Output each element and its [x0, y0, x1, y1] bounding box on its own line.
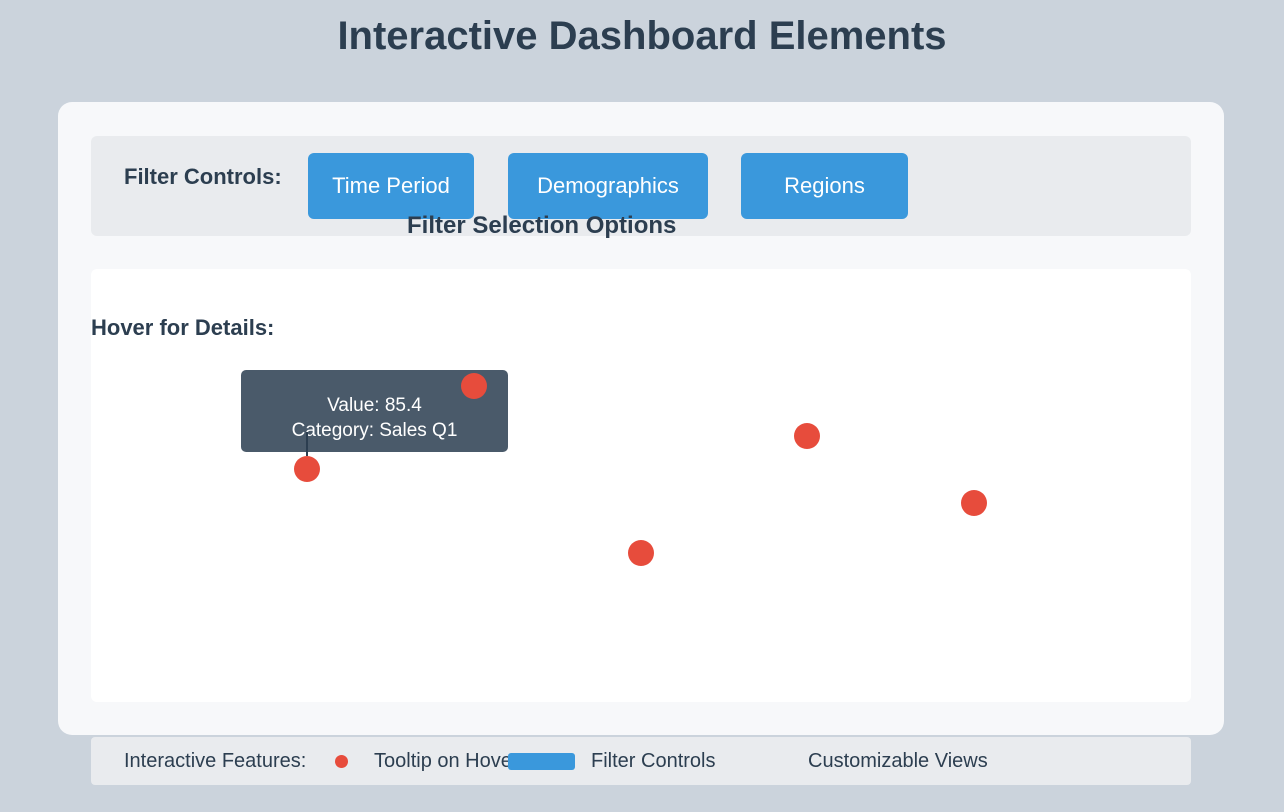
data-point[interactable]: [294, 456, 320, 482]
demographics-button[interactable]: Demographics: [508, 153, 708, 219]
tooltip-value: Value: 85.4: [327, 395, 422, 416]
legend-bar: [91, 737, 1191, 785]
tooltip-category: Category: Sales Q1: [291, 420, 458, 441]
tooltip-pointer: [306, 432, 308, 456]
page-title: Interactive Dashboard Elements: [337, 14, 947, 58]
filter-legend-marker: [508, 753, 575, 770]
regions-button[interactable]: Regions: [741, 153, 908, 219]
legend-item-filter: Filter Controls: [591, 750, 716, 772]
hover-details-panel: [91, 269, 1191, 702]
legend-label: Interactive Features:: [124, 750, 307, 772]
tooltip-legend-marker: [335, 755, 348, 768]
legend-item-tooltip: Tooltip on Hover: [374, 750, 519, 772]
legend-item-views: Customizable Views: [808, 750, 988, 772]
data-point[interactable]: [461, 373, 487, 399]
data-point[interactable]: [794, 423, 820, 449]
filter-controls-label: Filter Controls:: [124, 164, 282, 189]
time-period-button[interactable]: Time Period: [308, 153, 474, 219]
data-point[interactable]: [628, 540, 654, 566]
hover-details-label: Hover for Details:: [91, 315, 275, 340]
data-point[interactable]: [961, 490, 987, 516]
filter-selection-caption: Filter Selection Options: [407, 212, 677, 239]
